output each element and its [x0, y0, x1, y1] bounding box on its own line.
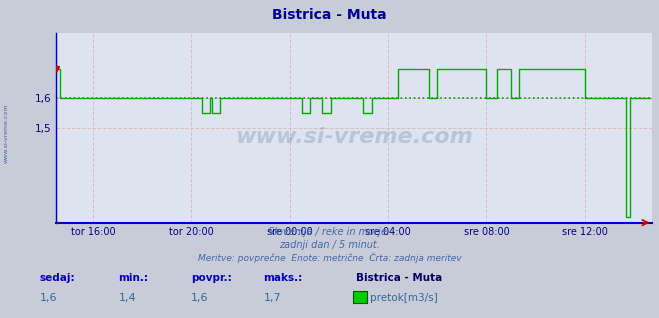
Text: maks.:: maks.:	[264, 273, 303, 283]
Text: Bistrica - Muta: Bistrica - Muta	[272, 8, 387, 22]
Text: Bistrica - Muta: Bistrica - Muta	[356, 273, 442, 283]
Text: www.si-vreme.com: www.si-vreme.com	[3, 104, 9, 163]
Text: min.:: min.:	[119, 273, 149, 283]
Text: pretok[m3/s]: pretok[m3/s]	[370, 293, 438, 302]
Text: sedaj:: sedaj:	[40, 273, 75, 283]
Text: www.si-vreme.com: www.si-vreme.com	[235, 128, 473, 148]
Text: 1,4: 1,4	[119, 293, 136, 302]
Text: zadnji dan / 5 minut.: zadnji dan / 5 minut.	[279, 240, 380, 250]
Text: 1,6: 1,6	[191, 293, 209, 302]
Text: Meritve: povprečne  Enote: metrične  Črta: zadnja meritev: Meritve: povprečne Enote: metrične Črta:…	[198, 253, 461, 263]
Text: 1,7: 1,7	[264, 293, 281, 302]
Text: 1,6: 1,6	[40, 293, 57, 302]
Text: povpr.:: povpr.:	[191, 273, 232, 283]
Text: Slovenija / reke in morje.: Slovenija / reke in morje.	[268, 227, 391, 237]
